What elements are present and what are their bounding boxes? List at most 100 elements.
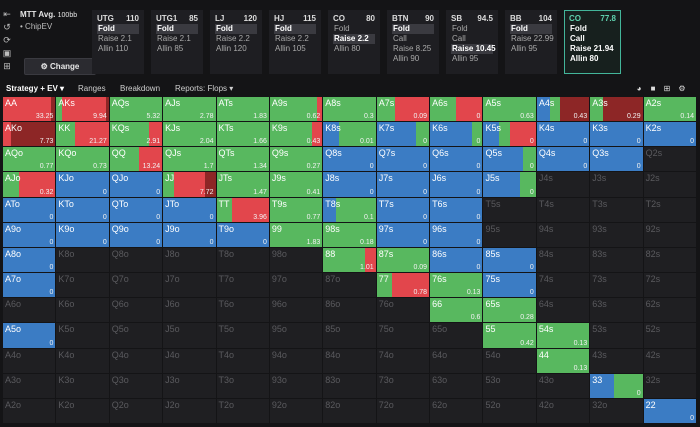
position-card-utg1[interactable]: UTG1 85 Fold Raise 2.1 Allin 85 [151, 10, 203, 74]
hand-cell[interactable]: A9o 0 [3, 222, 57, 248]
hand-cell[interactable]: J7o [163, 273, 217, 299]
hand-cell[interactable]: 98o [269, 247, 324, 274]
hand-cell[interactable]: K6s 0 [430, 122, 484, 148]
action-option[interactable]: Raise 8.25 [393, 44, 432, 53]
hand-cell[interactable]: K2o [56, 398, 110, 424]
action-option[interactable]: Raise 10.45 [451, 44, 496, 54]
action-option[interactable]: Allin 95 [452, 54, 479, 63]
hand-cell[interactable]: T8o [216, 247, 270, 274]
hand-cell[interactable]: T3s [590, 197, 644, 223]
hand-cell[interactable]: 82o [323, 398, 377, 424]
hand-cell[interactable]: 92s [643, 222, 697, 248]
hand-cell[interactable]: 73o [376, 373, 431, 399]
hand-cell[interactable]: 74s [536, 273, 591, 299]
hand-cell[interactable]: K3s 0 [590, 122, 644, 148]
hand-cell[interactable]: 54o [483, 348, 537, 374]
game-icon[interactable]: ⊞ [3, 61, 11, 71]
hand-cell[interactable]: J4o [163, 348, 217, 374]
hand-cell[interactable]: 33 0 [590, 373, 644, 399]
hand-cell[interactable]: A3o [3, 373, 57, 399]
hand-cell[interactable]: J9o 0 [163, 222, 217, 248]
action-option[interactable]: Allin 90 [393, 54, 420, 63]
action-option[interactable]: Call [393, 34, 407, 43]
hand-cell[interactable]: 55 0.42 [483, 323, 537, 349]
hand-cell[interactable]: 75s 0 [483, 273, 537, 299]
hand-cell[interactable]: 93o [269, 373, 324, 399]
hand-cell[interactable]: Q6s 0 [430, 147, 484, 173]
hand-cell[interactable]: A4s 0.43 [536, 97, 591, 123]
hand-cell[interactable]: ATs 1.83 [216, 97, 270, 123]
hand-cell[interactable]: 52o [483, 398, 537, 424]
action-option[interactable]: Raise 2.1 [98, 34, 132, 43]
hand-cell[interactable]: 42o [536, 398, 591, 424]
hand-cell[interactable]: 95s [483, 222, 537, 248]
hand-cell[interactable]: Q8s 0 [323, 147, 377, 173]
hand-cell[interactable]: KJo 0 [56, 172, 110, 198]
hand-cell[interactable]: 43o [536, 373, 591, 399]
hand-cell[interactable]: KTs 1.66 [216, 122, 270, 148]
hand-cell[interactable]: AQs 5.32 [109, 97, 164, 123]
hand-cell[interactable]: A4o [3, 348, 57, 374]
hand-cell[interactable]: Q9s 0.27 [269, 147, 324, 173]
hand-cell[interactable]: JTs 1.47 [216, 172, 270, 198]
hand-cell[interactable]: AKs 9.94 [56, 97, 110, 123]
hand-cell[interactable]: 62s [643, 298, 697, 324]
hand-cell[interactable]: A7s 0.09 [376, 97, 431, 123]
hand-cell[interactable]: 77 0.78 [376, 273, 431, 299]
hand-cell[interactable]: 64o [430, 348, 484, 374]
hand-cell[interactable]: Q5o [109, 323, 164, 349]
hand-cell[interactable]: K8o [56, 247, 110, 274]
hand-cell[interactable]: T5s [483, 197, 537, 223]
hand-cell[interactable]: 84o [323, 348, 377, 374]
hand-cell[interactable]: Q9o 0 [109, 222, 164, 248]
save-icon[interactable]: ▣ [2, 48, 12, 58]
hand-cell[interactable]: 92o [269, 398, 324, 424]
hand-cell[interactable]: QTo 0 [109, 197, 164, 223]
action-option[interactable]: Allin 80 [334, 44, 361, 53]
tab-reports-flops[interactable]: Reports: Flops ▾ [175, 83, 233, 97]
position-card-btn[interactable]: BTN 90 Fold Call Raise 8.25 Allin 90 [387, 10, 439, 74]
position-card-utg[interactable]: UTG 110 Fold Raise 2.1 Allin 110 [92, 10, 144, 74]
hand-cell[interactable]: JJ 7.72 [163, 172, 217, 198]
hand-cell[interactable]: T4s [536, 197, 591, 223]
hand-cell[interactable]: 63o [430, 373, 484, 399]
hand-cell[interactable]: A2o [3, 398, 57, 424]
hand-cell[interactable]: J6s 0 [430, 172, 484, 198]
hand-cell[interactable]: A5s 0.63 [483, 97, 537, 123]
hand-cell[interactable]: Q3o [109, 373, 164, 399]
hand-cell[interactable]: 32o [590, 398, 644, 424]
undo-icon[interactable]: ↺ [3, 22, 11, 32]
hand-cell[interactable]: KQs 2.91 [109, 122, 164, 148]
hand-cell[interactable]: J2s [643, 172, 697, 198]
hand-cell[interactable]: T7s 0 [376, 197, 431, 223]
action-option[interactable]: Raise 2.2 [333, 34, 375, 44]
hand-cell[interactable]: QJs 1.7 [163, 147, 217, 173]
grid-view-icon[interactable]: ⊞ [663, 84, 671, 93]
hand-cell[interactable]: 83o [323, 373, 377, 399]
action-option[interactable]: Fold [97, 24, 139, 34]
hand-cell[interactable]: 72s [643, 273, 697, 299]
hand-cell[interactable]: Q7o [109, 273, 164, 299]
hand-cell[interactable]: 96s 0 [430, 222, 484, 248]
hand-cell[interactable]: 73s [590, 273, 644, 299]
hand-cell[interactable]: T3o [216, 373, 270, 399]
hand-cell[interactable]: J6o [163, 298, 217, 324]
hand-cell[interactable]: TT 3.96 [216, 197, 270, 223]
hand-cell[interactable]: T6o [216, 298, 270, 324]
hand-cell[interactable]: 99 1.83 [269, 222, 324, 248]
hand-cell[interactable]: 85o [323, 323, 377, 349]
action-option[interactable]: Allin 80 [570, 54, 599, 63]
hand-cell[interactable]: K9s 0.43 [269, 122, 324, 148]
hand-cell[interactable]: T6s 0 [430, 197, 484, 223]
hand-cell[interactable]: K4s 0 [536, 122, 591, 148]
hand-cell[interactable]: KTo 0 [56, 197, 110, 223]
hand-cell[interactable]: K8s 0.01 [323, 122, 377, 148]
hand-cell[interactable]: 93s [590, 222, 644, 248]
hand-cell[interactable]: JTo 0 [163, 197, 217, 223]
hand-cell[interactable]: 63s [590, 298, 644, 324]
hand-cell[interactable]: J2o [163, 398, 217, 424]
hand-cell[interactable]: K4o [56, 348, 110, 374]
back-arrow-icon[interactable]: ⇤ [3, 9, 11, 19]
hand-cell[interactable]: 98s 0.18 [323, 222, 377, 248]
hand-cell[interactable]: AJo 0.32 [3, 172, 57, 198]
